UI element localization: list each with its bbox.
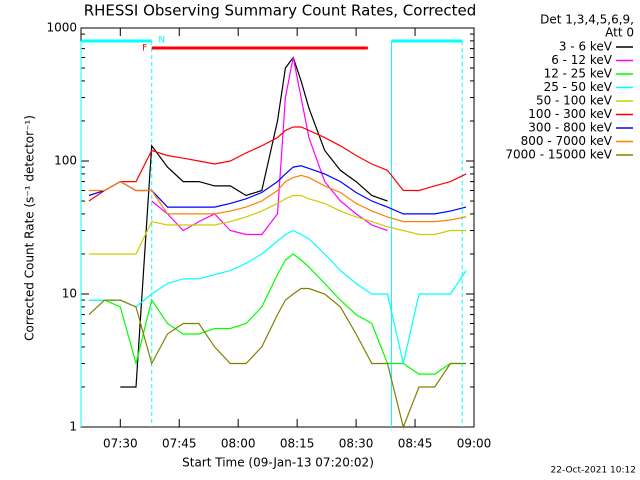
legend-title: Det 1,3,4,5,6,9, [540, 13, 634, 27]
legend-title: Att 0 [605, 26, 634, 40]
legend-label: 7000 - 15000 keV [505, 148, 612, 162]
series-line [88, 253, 467, 375]
legend-label: 25 - 50 keV [544, 80, 613, 94]
y-axis-label: Corrected Count Rate (s⁻¹ detector⁻¹) [23, 115, 37, 341]
plot-frame [80, 27, 475, 428]
y-tick-label: 1000 [46, 21, 77, 35]
x-tick-label: 09:00 [457, 437, 492, 451]
y-tick-label: 100 [54, 154, 77, 168]
legend-label: 3 - 6 keV [559, 40, 613, 54]
x-tick-label: 07:45 [162, 437, 197, 451]
y-tick-label: 10 [62, 287, 77, 301]
night-label: N [158, 36, 165, 46]
y-tick-label: 1 [69, 420, 77, 434]
legend-label: 12 - 25 keV [544, 67, 613, 81]
footer: 22-Oct-2021 10:12 [551, 466, 636, 476]
x-tick-label: 08:30 [339, 437, 374, 451]
legend-label: 100 - 300 keV [528, 107, 612, 121]
legend-label: 6 - 12 keV [551, 53, 613, 67]
x-tick-label: 08:00 [221, 437, 256, 451]
series-line [120, 56, 388, 388]
series-line [88, 229, 467, 364]
x-axis-label: Start Time (09-Jan-13 07:20:02) [182, 456, 374, 470]
legend-label: 50 - 100 keV [536, 94, 613, 108]
series-line [88, 287, 467, 429]
series-line [88, 165, 467, 215]
flare-label: F [142, 44, 147, 54]
series-line [88, 174, 467, 223]
legend-label: 300 - 800 keV [528, 121, 612, 135]
x-tick-label: 08:15 [280, 437, 315, 451]
legend-label: 800 - 7000 keV [521, 134, 613, 148]
series-line [88, 194, 467, 255]
series-line [88, 126, 467, 202]
chart-title: RHESSI Observing Summary Count Rates, Co… [84, 2, 477, 20]
series-line [151, 57, 388, 236]
x-tick-label: 08:45 [398, 437, 433, 451]
x-tick-label: 07:30 [103, 437, 138, 451]
